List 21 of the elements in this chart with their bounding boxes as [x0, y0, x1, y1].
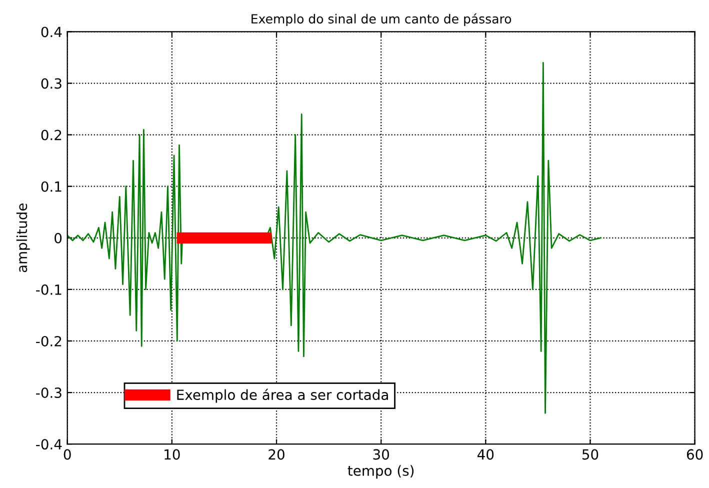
line-series	[67, 128, 184, 347]
legend-label: Exemplo de área a ser cortada	[177, 388, 388, 403]
x-tick-label: 20	[268, 449, 284, 460]
chart-title: Exemplo do sinal de um canto de pássaro	[252, 13, 512, 26]
y-tick-label: 0.3	[41, 78, 62, 89]
y-tick-label: 0.4	[41, 26, 62, 38]
y-axis-title: amplitude	[16, 204, 30, 272]
x-tick-label: 50	[582, 449, 598, 460]
x-tick-label: 30	[373, 449, 389, 460]
y-tick-label: -0.4	[36, 439, 62, 450]
x-axis-title: tempo (s)	[348, 465, 414, 479]
y-tick-label: 0	[54, 232, 62, 244]
y-tick-label: -0.1	[36, 284, 62, 295]
x-tick-label: 60	[686, 449, 703, 460]
y-tick-label: -0.3	[36, 388, 62, 398]
x-tick-label: 40	[478, 449, 494, 460]
x-tick-label: 0	[64, 449, 71, 460]
y-tick-label: -0.2	[36, 336, 62, 346]
x-tick-label: 10	[164, 449, 180, 460]
y-tick-label: 0.1	[41, 181, 62, 192]
y-tick-label: 0.2	[41, 130, 62, 140]
